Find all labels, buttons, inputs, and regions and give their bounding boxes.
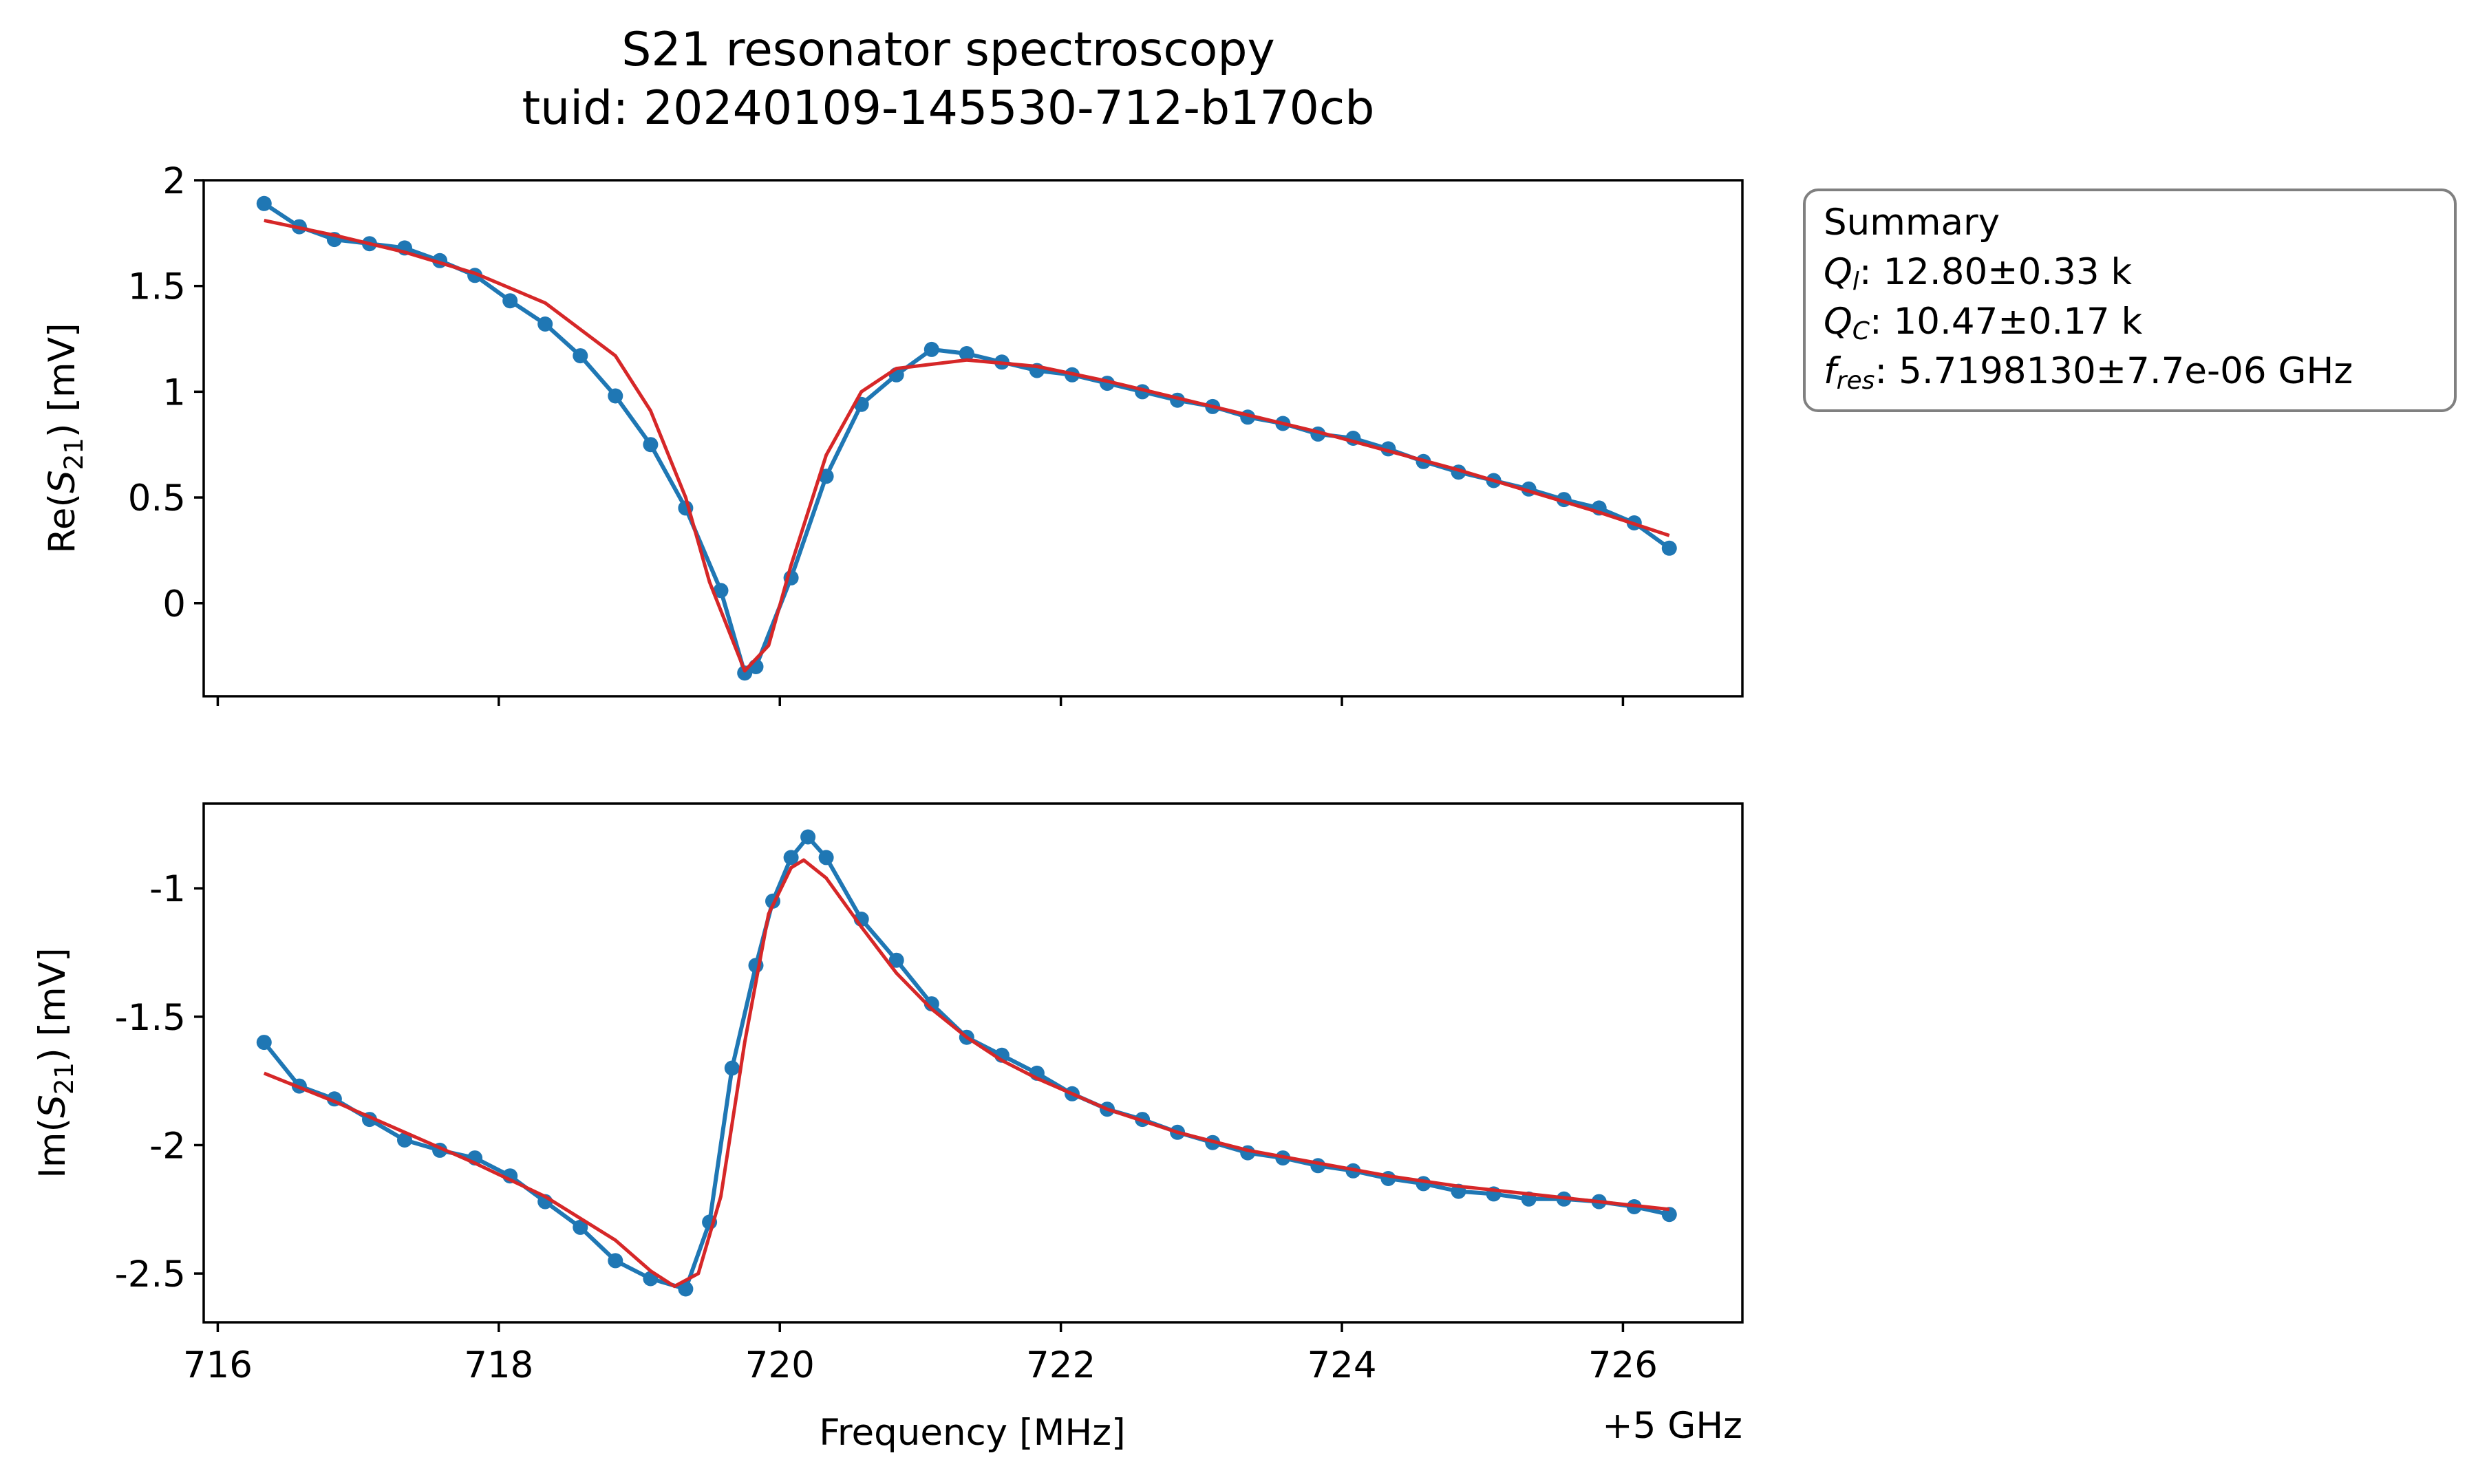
- y-tick-label: 2: [162, 160, 186, 202]
- y-tick-label: 0: [162, 583, 186, 625]
- summary-fres-row: fres: 5.7198130±7.7e-06 GHz: [1824, 350, 2353, 395]
- summary-box: Summary Ql: 12.80±0.33 k QC: 10.47±0.17 …: [1803, 189, 2457, 412]
- im-s21-data-point: [818, 850, 834, 865]
- summary-ql-row: Ql: 12.80±0.33 k: [1824, 251, 2133, 296]
- im-s21-data-point: [888, 952, 904, 968]
- re-s21-axes-frame: [202, 179, 1744, 698]
- y-tick-label: -1.5: [115, 997, 186, 1039]
- y-tick-label: -2: [149, 1125, 186, 1167]
- im-s21-plot-area: [256, 829, 1677, 1297]
- im-s21-fit-line: [263, 858, 1670, 1289]
- im-s21-data-point: [608, 1253, 623, 1269]
- im-s21-data-point: [800, 829, 816, 845]
- im-s21-data-point: [783, 850, 799, 865]
- re-s21-data-point: [573, 348, 588, 364]
- im-s21-data-point: [923, 996, 939, 1012]
- re-s21-data-point: [959, 346, 974, 361]
- x-tick-label: 718: [464, 1344, 533, 1386]
- summary-heading: Summary: [1824, 202, 2000, 244]
- summary-qc-value: : 10.47±0.17 k: [1869, 301, 2143, 343]
- re-s21-data-point: [713, 583, 729, 599]
- y-tick-label: -2.5: [115, 1254, 186, 1295]
- summary-ql-value: : 12.80±0.33 k: [1859, 251, 2133, 293]
- chart-title-line2: tuid: 20240109-145530-712-b170cb: [522, 81, 1375, 136]
- y-tick-label: 0.5: [128, 477, 186, 519]
- summary-fres-value: : 5.7198130±7.7e-06 GHz: [1875, 350, 2353, 392]
- re-s21-data-point: [608, 388, 623, 404]
- x-tick-label: 724: [1307, 1344, 1376, 1386]
- im-s21-y-axis-label: Im(S21) [mV]: [32, 947, 79, 1178]
- re-s21-data-point: [643, 437, 659, 453]
- y-tick-label: 1: [162, 372, 186, 413]
- re-s21-data-point: [256, 195, 272, 211]
- re-s21-y-axis-label: Re(S21) [mV]: [41, 323, 89, 553]
- re-s21-ticks: 0 0.5 1 1.5 2: [128, 160, 1625, 706]
- x-axis-offset-label: +5 GHz: [1602, 1405, 1742, 1447]
- re-s21-data-point: [923, 341, 939, 357]
- chart-title-line1: S21 resonator spectroscopy: [621, 23, 1275, 77]
- x-tick-label: 726: [1588, 1344, 1658, 1386]
- im-s21-axes-frame: [202, 802, 1744, 1324]
- re-s21-axes: 0 0.5 1 1.5 2 Re(S21) [mV]: [41, 160, 1744, 706]
- im-s21-data-point: [1416, 1176, 1431, 1192]
- im-s21-data-point: [256, 1035, 272, 1051]
- im-s21-axes: -1 -1.5 -2 -2.5 716 718 720 722 724 726 Im(S21) […: [32, 802, 1744, 1454]
- x-axis-label: Frequency [MHz]: [819, 1412, 1125, 1454]
- im-s21-data-point: [397, 1132, 412, 1148]
- im-s21-data-point: [678, 1281, 694, 1297]
- im-s21-data-point: [724, 1060, 740, 1076]
- im-s21-data-point: [573, 1219, 588, 1235]
- re-s21-data-point: [502, 293, 518, 309]
- re-s21-plot-area: [256, 195, 1677, 681]
- x-tick-label: 722: [1026, 1344, 1096, 1386]
- y-tick-label: 1.5: [128, 266, 186, 308]
- re-s21-data-point: [537, 316, 553, 332]
- re-s21-data-point: [1661, 540, 1677, 556]
- summary-qc-row: QC: 10.47±0.17 k: [1824, 301, 2143, 345]
- x-tick-label: 720: [745, 1344, 815, 1386]
- y-tick-label: -1: [149, 868, 186, 910]
- x-tick-label: 716: [183, 1344, 253, 1386]
- re-s21-fit-line: [264, 218, 1670, 673]
- im-s21-ticks: -1 -1.5 -2 -2.5 716 718 720 722 724 726: [115, 868, 1658, 1386]
